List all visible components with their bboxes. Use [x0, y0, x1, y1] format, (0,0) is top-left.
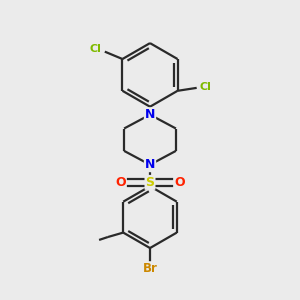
Text: S: S — [146, 176, 154, 189]
Text: Cl: Cl — [89, 44, 101, 54]
Text: Br: Br — [142, 262, 158, 275]
Text: O: O — [115, 176, 126, 189]
Text: O: O — [174, 176, 185, 189]
Text: N: N — [145, 108, 155, 121]
Text: Cl: Cl — [200, 82, 211, 92]
Text: N: N — [145, 158, 155, 171]
